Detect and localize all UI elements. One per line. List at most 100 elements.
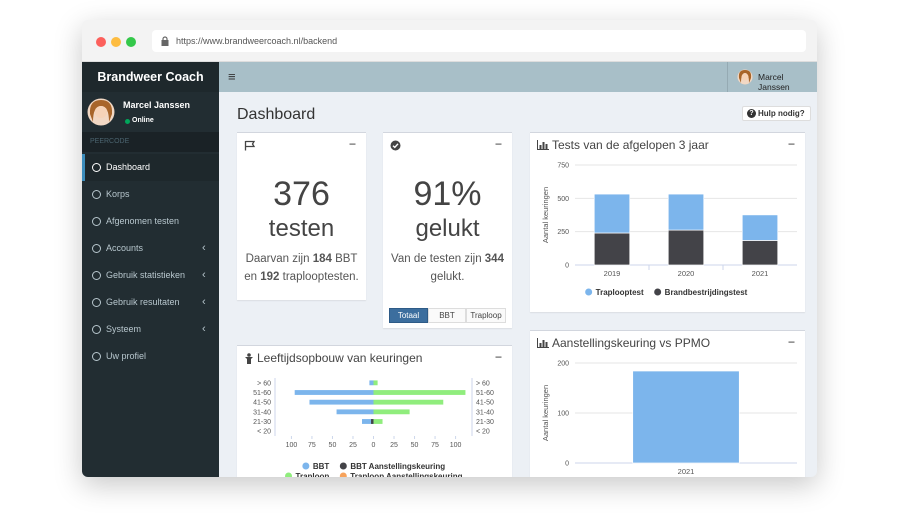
menu-icon [92, 271, 101, 280]
y-tick-label: < 20 [476, 429, 490, 436]
legend-swatch [654, 288, 662, 296]
menu-item[interactable]: Systeem ‹ [82, 316, 219, 343]
y-tick-label: 41-50 [476, 400, 494, 407]
legend-label: Traploop Aanstellingskeuring [350, 472, 462, 477]
y-axis-title: Aantal keuringen [541, 385, 550, 441]
y-tick-label: 750 [557, 163, 569, 170]
content: Dashboard ? Hulp nodig? − 376 testen Daa… [219, 92, 817, 477]
close-button[interactable] [96, 37, 106, 47]
x-tick-label: 2020 [678, 269, 695, 278]
legend-item: BBT [302, 462, 329, 471]
top-avatar [737, 69, 753, 85]
tab[interactable]: BBT [428, 308, 466, 323]
stat-unit: gelukt [415, 215, 480, 242]
menu-item[interactable]: Gebruik statistieken ‹ [82, 262, 219, 289]
y-tick-label: 31-40 [253, 409, 271, 416]
menu-section: PEERCODE [82, 132, 219, 152]
bar [373, 380, 378, 386]
bar [373, 419, 383, 424]
collapse-button[interactable]: − [787, 335, 795, 349]
legend-item: Brandbestrijdingstest [654, 288, 748, 297]
bar [362, 419, 374, 424]
page-title: Dashboard [237, 106, 316, 123]
legend-item: Traploop Aanstellingskeuring [339, 472, 463, 477]
menu-item[interactable]: Dashboard [82, 154, 219, 181]
status-dot [125, 119, 130, 124]
menu-item[interactable]: Uw profiel [82, 343, 219, 370]
menu-label: Afgenomen testen [106, 216, 180, 226]
browser-toolbar: https://www.brandweercoach.nl/backend [82, 20, 817, 62]
menu-label: Uw profiel [106, 351, 147, 361]
menu-item[interactable]: Korps [82, 181, 219, 208]
y-tick-label: 51-60 [476, 390, 494, 397]
collapse-button[interactable]: − [348, 137, 356, 151]
help-label: Hulp nodig? [758, 109, 805, 118]
stat-value: 376 [273, 175, 330, 213]
y-tick-label: 41-50 [253, 400, 271, 407]
bar [632, 370, 740, 464]
menu-icon [92, 298, 101, 307]
help-button[interactable]: ? Hulp nodig? [742, 106, 811, 121]
collapse-button[interactable]: − [787, 137, 795, 151]
legend-label: BBT [313, 462, 330, 471]
y-axis-title: Aantal keuringen [541, 187, 550, 243]
stat-card: − 91% gelukt Van de testen zijn 344 gelu… [383, 132, 512, 328]
tab[interactable]: Totaal [389, 308, 428, 323]
menu-icon [92, 244, 101, 253]
x-tick-label: 50 [411, 442, 419, 449]
legend-item: Traploop [285, 472, 329, 477]
legend-swatch [339, 472, 347, 477]
collapse-button[interactable]: − [494, 137, 502, 151]
menu-item[interactable]: Accounts ‹ [82, 235, 219, 262]
text: Daarvan zijn [245, 253, 313, 265]
stat-description: Daarvan zijn 184 BBT en 192 traplooptest… [243, 250, 360, 286]
x-tick-label: 100 [450, 442, 462, 449]
address-bar[interactable]: https://www.brandweercoach.nl/backend [152, 30, 806, 52]
user-status: Online [132, 117, 154, 124]
y-tick-label: > 60 [476, 380, 490, 387]
bar [371, 419, 374, 424]
expand-icon: ‹ [202, 269, 206, 281]
bar [667, 193, 705, 231]
stat-card: − 376 testen Daarvan zijn 184 BBT en 192… [237, 132, 366, 300]
menu-toggle[interactable]: ≡ [228, 69, 236, 84]
top-user-name[interactable]: Marcel Janssen [758, 72, 790, 92]
tab[interactable]: Traploop [466, 308, 506, 323]
y-tick-label: > 60 [257, 380, 271, 387]
y-tick-label: 500 [557, 196, 569, 203]
menu-icon [92, 325, 101, 334]
browser-window: https://www.brandweercoach.nl/backend Br… [82, 20, 817, 477]
text: gelukt. [430, 271, 465, 283]
maximize-button[interactable] [126, 37, 136, 47]
user-name: Marcel Janssen [123, 100, 191, 110]
legend-swatch [585, 288, 593, 296]
chart: 0 250 500 750 Aantal keuringen 2019 2020 2021 Tr… [541, 163, 797, 297]
minimize-button[interactable] [111, 37, 121, 47]
legend-label: Brandbestrijdingstest [665, 288, 748, 297]
chart: > 60 > 60 51-60 51-60 41-50 41-50 31-40 31-40 21… [253, 378, 494, 477]
chart-title: Tests van de afgelopen 3 jaar [552, 138, 709, 152]
bar [667, 229, 705, 266]
expand-icon: ‹ [202, 242, 206, 254]
x-tick-label: 25 [390, 442, 398, 449]
collapse-button[interactable]: − [494, 350, 502, 364]
stat-description: Van de testen zijn 344 gelukt. [389, 250, 506, 286]
bar [593, 232, 631, 266]
y-tick-label: 51-60 [253, 390, 271, 397]
text: BBT en [244, 253, 358, 283]
chart-title: Leeftijdsopbouw van keuringen [257, 351, 423, 365]
brand[interactable]: Brandweer Coach [82, 62, 219, 92]
menu-item[interactable]: Afgenomen testen [82, 208, 219, 235]
menu-icon [92, 163, 101, 172]
y-tick-label: 200 [557, 361, 569, 368]
menu-label: Dashboard [106, 162, 151, 172]
stat-value: 91% [413, 175, 482, 213]
menu-item[interactable]: Gebruik resultaten ‹ [82, 289, 219, 316]
menu-label: Gebruik statistieken [106, 270, 186, 280]
legend-label: Traplooptest [596, 288, 644, 297]
x-tick-label: 0 [372, 442, 376, 449]
url: https://www.brandweercoach.nl/backend [176, 36, 338, 46]
legend-swatch [302, 462, 310, 470]
